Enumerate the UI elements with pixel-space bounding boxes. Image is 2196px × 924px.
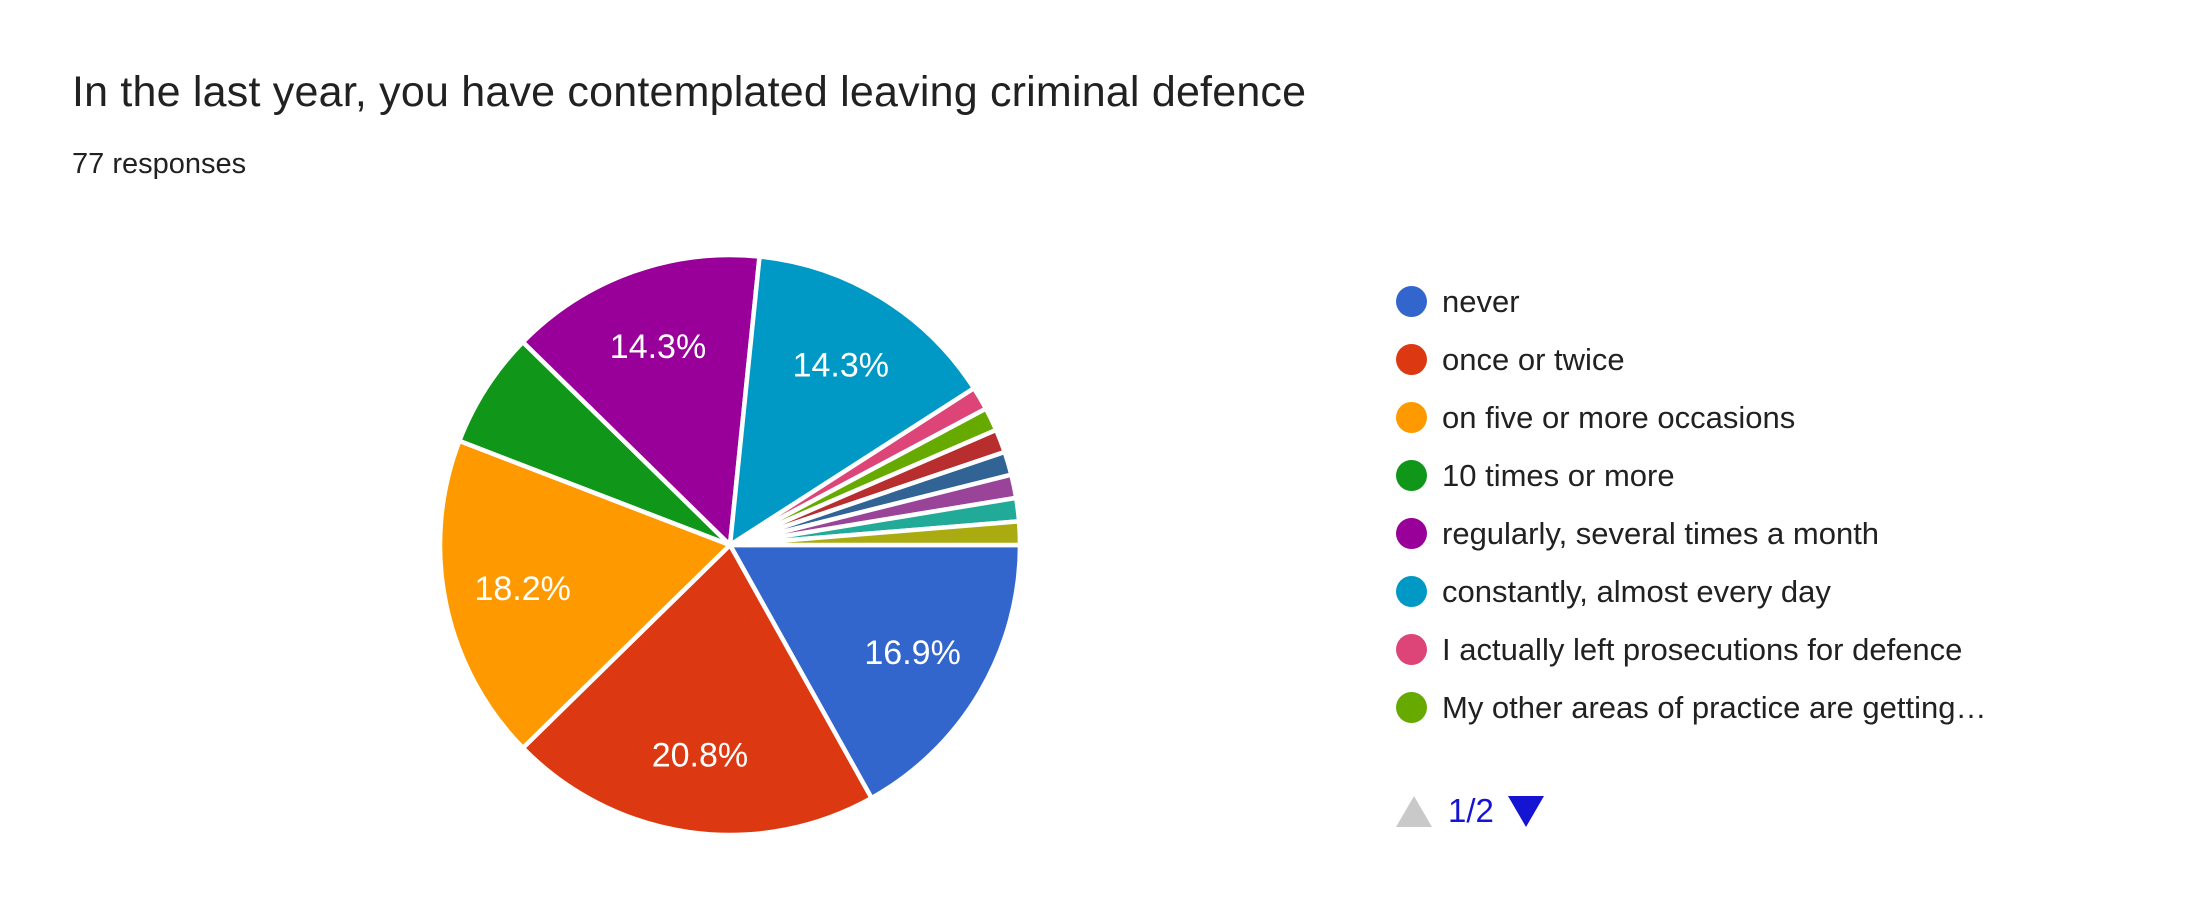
chart-legend: never once or twice on five or more occasi…	[1396, 283, 1987, 750]
legend-label: never	[1442, 283, 1520, 319]
pie-slice-label: 14.3%	[793, 347, 889, 385]
legend-color-dot	[1396, 344, 1427, 375]
legend-label: My other areas of practice are getting…	[1442, 689, 1987, 725]
legend-item-i-actually-left-prosecutions-for-defence: I actually left prosecutions for defence	[1396, 631, 1986, 667]
pie-slice-label: 18.2%	[474, 570, 570, 608]
legend-page-indicator: 1/2	[1448, 792, 1494, 829]
pie-chart-svg: 16.9% 20.8% 18.2% 14.3% 14.3%	[437, 252, 1023, 838]
response-count: 77 responses	[72, 148, 247, 180]
legend-color-dot	[1396, 692, 1427, 723]
legend-item-regularly-several-times-a-month: regularly, several times a month	[1396, 515, 1986, 551]
pie-slice-once-or-twice[interactable]	[519, 541, 875, 838]
pie-chart: 16.9% 20.8% 18.2% 14.3% 14.3%	[420, 235, 1040, 855]
legend-label: I actually left prosecutions for defence	[1442, 631, 1963, 667]
legend-color-dot	[1396, 460, 1427, 491]
legend-label: regularly, several times a month	[1442, 515, 1880, 551]
pie-slice-constantly-almost-every-day[interactable]	[727, 254, 978, 550]
pie-slice-label: 20.8%	[652, 736, 748, 774]
legend-item-never: never	[1396, 283, 1986, 319]
legend-item-once-or-twice: once or twice	[1396, 341, 1986, 377]
legend-item-10-times-or-more: 10 times or more	[1396, 457, 1986, 493]
legend-color-dot	[1396, 402, 1427, 433]
legend-color-dot	[1396, 634, 1427, 665]
legend-item-on-five-or-more-occasions: on five or more occasions	[1396, 399, 1986, 435]
pie-slice-label: 16.9%	[864, 634, 960, 672]
legend-pagination: 1/2	[1396, 792, 1544, 830]
legend-page-down-button[interactable]	[1507, 795, 1544, 827]
question-title: In the last year, you have contemplated …	[72, 68, 1307, 116]
pie-slice-never[interactable]	[726, 542, 1023, 802]
legend-page-up-button[interactable]	[1396, 795, 1432, 827]
legend-item-my-other-areas-of-practice-are-getting: My other areas of practice are getting…	[1396, 689, 1987, 725]
pie-slice-unlabeled-13[interactable]	[729, 518, 1023, 548]
pie-slice-regularly-several-times-a-month[interactable]	[519, 252, 762, 550]
legend-label: on five or more occasions	[1442, 399, 1796, 435]
pie-slice-10-times-or-more[interactable]	[456, 338, 732, 548]
legend-color-dot	[1396, 286, 1427, 317]
pie-slice-label: 14.3%	[610, 328, 706, 366]
legend-label: once or twice	[1442, 341, 1625, 377]
legend-color-dot	[1396, 518, 1427, 549]
legend-color-dot	[1396, 576, 1427, 607]
legend-item-constantly-almost-every-day: constantly, almost every day	[1396, 573, 1986, 609]
legend-label: constantly, almost every day	[1442, 573, 1831, 609]
legend-label: 10 times or more	[1442, 457, 1675, 493]
